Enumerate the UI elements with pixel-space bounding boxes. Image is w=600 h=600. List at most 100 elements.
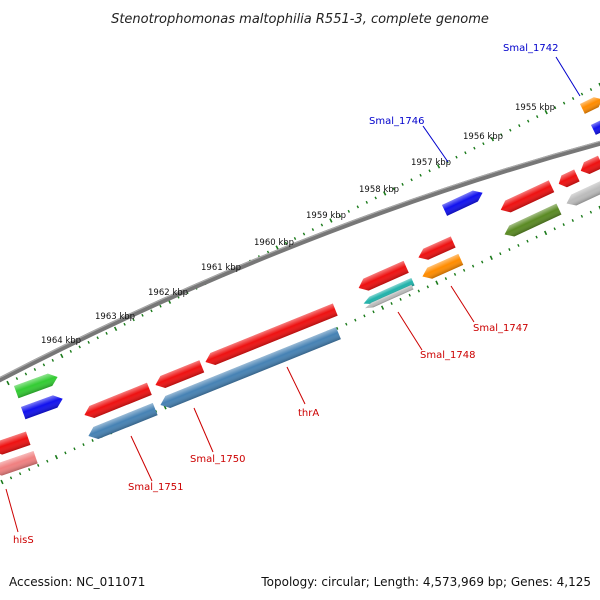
gene-arrow-smal-1746 xyxy=(442,190,483,216)
gene-label-hiss: hisS xyxy=(13,535,34,546)
tick-label: 1957 kbp xyxy=(411,158,451,168)
minor-tick xyxy=(336,326,339,330)
minor-tick xyxy=(73,447,76,451)
minor-tick xyxy=(500,133,503,137)
minor-tick xyxy=(64,451,67,455)
gene-label-smal-1747: Smal_1747 xyxy=(473,323,528,334)
gene-arrow xyxy=(558,169,580,188)
minor-tick xyxy=(69,349,73,353)
minor-tick xyxy=(150,309,153,313)
minor-tick xyxy=(105,331,108,335)
minor-tick xyxy=(482,142,485,146)
gene-features xyxy=(0,97,600,476)
major-tick xyxy=(598,205,600,211)
gene-arrow xyxy=(205,303,338,366)
gene-arrow xyxy=(566,181,600,206)
tick-label: 1958 kbp xyxy=(359,185,399,195)
minor-tick xyxy=(526,239,529,243)
tick-label: 1959 kbp xyxy=(306,211,346,221)
gene-arrow-shading xyxy=(500,180,555,213)
gene-label-smal-1746: Smal_1746 xyxy=(369,116,424,127)
minor-tick xyxy=(18,472,22,476)
minor-tick xyxy=(46,459,49,463)
gene-arrow-shading xyxy=(88,403,158,440)
minor-tick xyxy=(553,227,556,231)
minor-tick xyxy=(562,101,566,105)
minor-tick xyxy=(78,345,81,349)
minor-tick xyxy=(354,318,357,322)
gene-arrow-smal-1748 xyxy=(363,278,415,305)
major-tick xyxy=(113,326,118,332)
gene-arrow xyxy=(500,180,555,213)
minor-tick xyxy=(426,285,429,289)
minor-tick xyxy=(302,232,306,236)
minor-tick xyxy=(553,106,557,110)
leader-line xyxy=(555,56,581,97)
minor-tick xyxy=(96,336,99,340)
gene-arrow xyxy=(14,373,58,399)
minor-tick xyxy=(473,146,476,150)
minor-tick xyxy=(508,248,511,251)
major-tick xyxy=(543,230,548,236)
minor-tick xyxy=(42,363,46,367)
gene-arrow-shading xyxy=(358,260,409,291)
gene-arrow xyxy=(0,451,38,476)
major-tick xyxy=(435,280,439,285)
map-title: Stenotrophomonas maltophilia R551-3, com… xyxy=(111,12,489,27)
tick-label: 1962 kbp xyxy=(148,288,188,298)
gene-label-smal-1742: Smal_1742 xyxy=(503,43,558,54)
gene-arrow xyxy=(418,236,456,260)
minor-tick xyxy=(509,128,512,132)
gene-arrow-shading xyxy=(566,181,600,206)
gene-arrow-shading xyxy=(363,278,415,305)
minor-tick xyxy=(356,205,360,209)
gene-label-smal-1750: Smal_1750 xyxy=(190,454,245,465)
topology-summary: Topology: circular; Length: 4,573,969 bp… xyxy=(260,575,591,589)
gene-arrow-smal-1751 xyxy=(88,403,158,440)
minor-tick xyxy=(33,368,37,371)
gene-arrow xyxy=(365,284,414,309)
minor-tick xyxy=(28,468,31,471)
gene-arrow-shading xyxy=(205,303,338,366)
gene-arrow xyxy=(21,395,63,420)
minor-tick xyxy=(15,377,19,381)
gene-labels: Smal_1742 Smal_1746 Smal_1747 Smal_1748 … xyxy=(13,43,558,546)
minor-tick xyxy=(390,302,393,305)
minor-tick xyxy=(311,228,315,232)
gene-arrow-smal-1747 xyxy=(422,253,464,279)
tick-label: 1963 kbp xyxy=(95,312,135,322)
minor-tick xyxy=(91,439,94,442)
major-tick xyxy=(6,380,10,386)
minor-tick xyxy=(123,322,126,326)
minor-tick xyxy=(51,358,55,362)
minor-tick xyxy=(392,187,395,191)
minor-tick xyxy=(363,314,366,318)
minor-tick xyxy=(535,115,539,119)
major-tick xyxy=(60,353,64,359)
gene-label-thra: thrA xyxy=(298,408,319,419)
gene-arrow-shading xyxy=(0,451,38,476)
gene-arrow-smal-1750 xyxy=(155,360,205,389)
gene-arrow xyxy=(591,120,600,135)
minor-tick xyxy=(408,293,411,297)
leader-line xyxy=(193,407,214,453)
leader-line xyxy=(450,285,475,323)
leader-line xyxy=(397,311,423,351)
minor-tick xyxy=(338,214,342,218)
tick-label: 1956 kbp xyxy=(463,132,503,142)
label-leaders xyxy=(5,56,581,533)
minor-tick xyxy=(284,241,288,245)
minor-tick xyxy=(365,200,369,204)
gene-arrow-shading xyxy=(442,190,483,216)
gene-arrow-shading xyxy=(558,169,580,188)
tick-label: 1960 kbp xyxy=(254,238,294,248)
minor-tick xyxy=(464,151,467,155)
minor-tick xyxy=(410,178,413,182)
minor-tick xyxy=(293,237,297,240)
gene-arrow-shading xyxy=(21,395,63,420)
gene-label-smal-1751: Smal_1751 xyxy=(128,482,183,493)
accession-text: Accession: NC_011071 xyxy=(9,575,145,589)
major-tick xyxy=(436,164,441,169)
minor-tick xyxy=(444,277,448,281)
